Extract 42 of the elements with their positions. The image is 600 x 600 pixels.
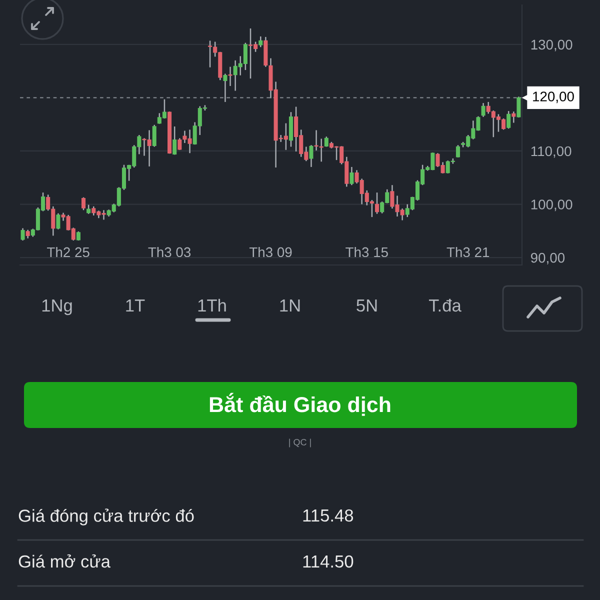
y-tick-label: 90,00 xyxy=(530,252,565,264)
candlestick xyxy=(178,138,182,151)
text: T.đa xyxy=(428,298,462,312)
candlestick xyxy=(309,144,314,168)
y-tick-label: 110,00 xyxy=(531,146,572,158)
x-tick-label: Th3 15 xyxy=(346,246,388,258)
candlestick xyxy=(56,212,60,230)
text: 5N xyxy=(356,300,377,312)
candlestick xyxy=(228,66,232,87)
candlestick xyxy=(76,230,80,242)
x-tick-label: Th3 03 xyxy=(148,246,191,258)
y-tick-label: 130,00 xyxy=(531,40,572,52)
candlestick xyxy=(506,110,511,130)
candlestick xyxy=(20,228,25,242)
y-tick-label: 100,00 xyxy=(531,200,572,212)
candlestick xyxy=(350,166,354,186)
candlestick xyxy=(456,144,460,158)
text: 115.48 xyxy=(303,509,354,522)
candlestick xyxy=(374,192,380,214)
candlestick xyxy=(481,102,486,118)
text: 1Ng xyxy=(42,300,72,316)
text: 1Th xyxy=(198,298,226,312)
candlestick xyxy=(258,36,263,48)
text: Giá đóng cửa trước đó xyxy=(18,508,194,526)
candlestick xyxy=(288,111,294,148)
text: 1T xyxy=(126,300,145,312)
x-tick-label: Th3 09 xyxy=(249,246,292,258)
text: 114.50 xyxy=(303,555,354,568)
text: Bắt đầu Giao dịch xyxy=(210,392,390,416)
x-tick-label: Th3 21 xyxy=(446,246,490,258)
candlestick xyxy=(86,204,91,214)
candlestick xyxy=(81,196,86,211)
text: Giá mở cửa xyxy=(18,554,110,568)
candlestick xyxy=(223,73,228,103)
candlestick xyxy=(152,124,156,148)
x-tick-label: Th2 25 xyxy=(47,246,90,258)
text: | QC | xyxy=(289,438,311,448)
candlestick xyxy=(516,96,521,118)
ref-line-label: 120,00 xyxy=(533,92,574,104)
text: 1N xyxy=(280,300,300,312)
candlestick xyxy=(172,126,177,156)
candlestick xyxy=(512,110,516,124)
